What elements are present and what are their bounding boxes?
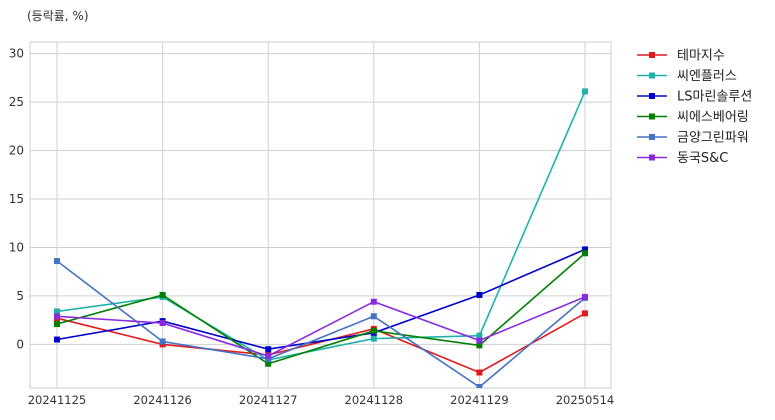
- series: [54, 88, 588, 388]
- data-point: [582, 310, 588, 317]
- data-point: [370, 327, 377, 334]
- series-line: [56, 248, 586, 351]
- series-line: [56, 252, 586, 365]
- y-tick-label: 5: [16, 289, 24, 303]
- series-line: [56, 312, 586, 374]
- data-point: [159, 338, 166, 345]
- data-point: [54, 321, 60, 328]
- legend-marker: [649, 52, 655, 58]
- data-point: [265, 346, 272, 353]
- data-point: [370, 298, 377, 305]
- data-point: [582, 88, 588, 95]
- data-point: [370, 313, 377, 320]
- legend-item: 씨엔플러스: [637, 69, 737, 84]
- legend-label: LS마린솔루션: [677, 90, 752, 105]
- y-tick-label: 30: [9, 47, 24, 61]
- legend-label: 씨엔플러스: [677, 69, 737, 84]
- legend-item: 씨에스베어링: [637, 110, 749, 125]
- data-point: [476, 342, 483, 349]
- data-point: [54, 336, 60, 343]
- legend-label: 테마지수: [677, 49, 725, 64]
- data-point: [159, 291, 166, 298]
- data-point: [370, 335, 377, 342]
- unit-label: (등락률, %): [27, 9, 89, 23]
- data-point: [265, 353, 272, 360]
- series-4: [54, 258, 588, 388]
- data-point: [476, 291, 483, 298]
- legend-label: 동국S&C: [677, 151, 728, 166]
- legend-item: 테마지수: [637, 49, 725, 64]
- x-tick-label: 20241126: [133, 393, 192, 407]
- legend-marker: [649, 134, 655, 140]
- series-line: [56, 260, 586, 388]
- y-tick-label: 20: [9, 144, 24, 158]
- grid: [30, 42, 611, 388]
- y-tick-label: 10: [9, 240, 24, 254]
- data-point: [54, 313, 60, 320]
- data-point: [582, 250, 588, 257]
- series-3: [54, 250, 588, 367]
- x-tick-label: 20250514: [556, 393, 615, 407]
- series-line: [56, 91, 586, 361]
- data-point: [265, 360, 272, 367]
- legend-label: 씨에스베어링: [677, 110, 749, 125]
- legend-marker: [649, 93, 655, 99]
- x-tick-label: 20241129: [450, 393, 509, 407]
- legend-label: 금양그린파워: [677, 131, 749, 146]
- legend-item: 동국S&C: [637, 151, 728, 166]
- y-tick-label: 0: [16, 337, 24, 351]
- data-point: [476, 337, 483, 344]
- data-point: [476, 332, 483, 339]
- data-point: [54, 258, 60, 265]
- data-point: [582, 246, 588, 253]
- legend-marker: [649, 154, 655, 161]
- legend-marker: [649, 113, 655, 120]
- x-tick-label: 20241128: [345, 393, 404, 407]
- data-point: [582, 293, 588, 300]
- legend-item: LS마린솔루션: [637, 90, 752, 105]
- data-point: [476, 369, 483, 376]
- series-5: [54, 293, 588, 360]
- data-point: [159, 320, 166, 327]
- axes: 0 5 10 15 20 25 30 20241125 20241126 20241127 2024…: [9, 47, 615, 407]
- data-point: [54, 308, 60, 315]
- legend-marker: [649, 72, 655, 79]
- x-tick-label: 20241125: [28, 393, 87, 407]
- legend-item: 금양그린파워: [637, 131, 749, 146]
- y-tick-label: 25: [9, 95, 24, 109]
- x-tick-label: 20241127: [239, 393, 298, 407]
- data-point: [476, 384, 483, 388]
- series-line: [56, 296, 586, 357]
- series-2: [54, 246, 588, 353]
- plot-frame: [29, 41, 612, 389]
- y-tick-label: 15: [9, 192, 24, 206]
